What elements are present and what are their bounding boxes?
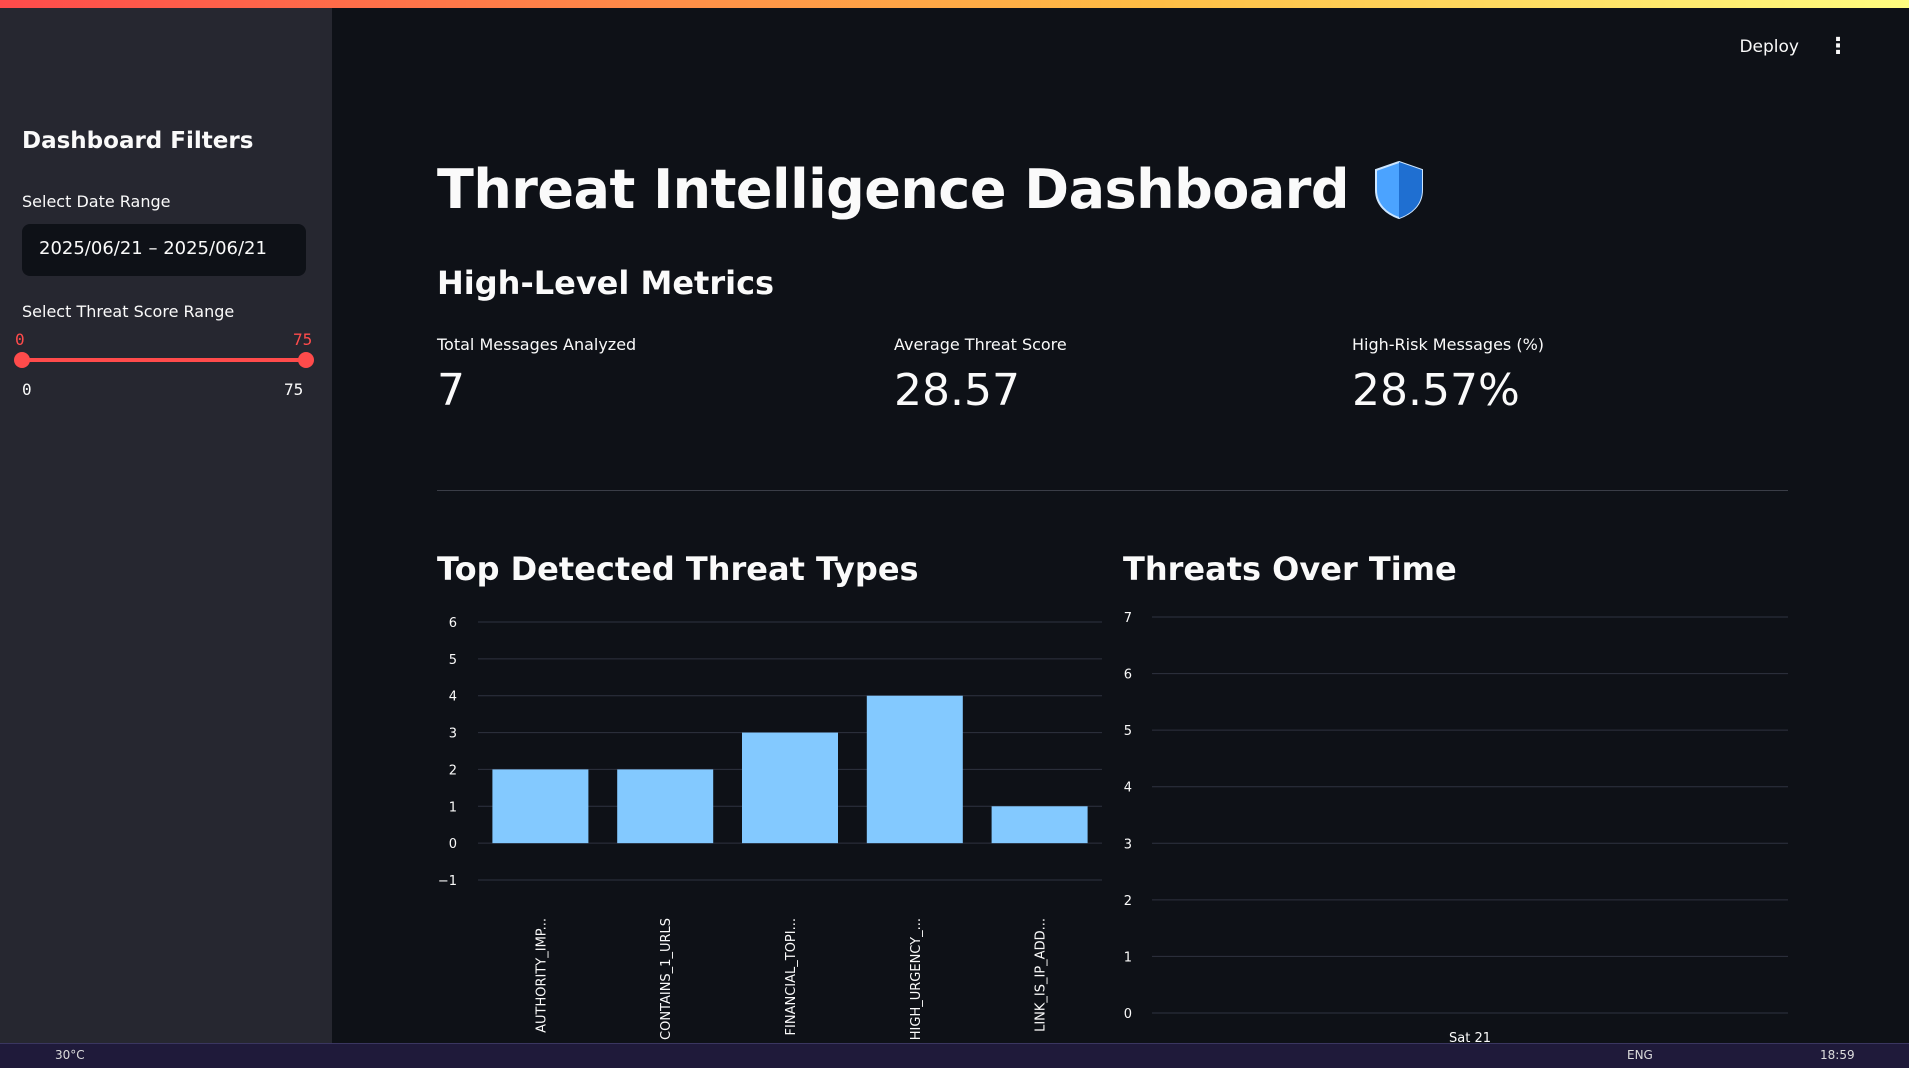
bar	[492, 769, 589, 844]
y-tick-label: 6	[1124, 668, 1132, 683]
sidebar-title: Dashboard Filters	[22, 128, 254, 154]
y-tick-label: 5	[449, 653, 457, 668]
y-tick-label: −1	[438, 874, 457, 889]
metric-value-average: 28.57	[894, 365, 1020, 416]
slider-min-label: 0	[22, 380, 32, 399]
score-range-label: Select Threat Score Range	[22, 302, 235, 321]
y-tick-label: 4	[1124, 781, 1132, 796]
y-tick-label: 3	[1124, 837, 1132, 852]
bar	[742, 732, 838, 844]
kebab-menu-icon[interactable]: ⋮	[1827, 34, 1849, 59]
taskbar-language[interactable]: ENG	[1627, 1048, 1653, 1062]
score-slider-low-handle[interactable]	[14, 352, 30, 368]
os-taskbar: 30°C ENG 18:59	[0, 1043, 1909, 1068]
y-tick-label: 5	[1124, 724, 1132, 739]
metric-value-total: 7	[437, 365, 465, 416]
taskbar-weather: 30°C	[55, 1048, 85, 1062]
metric-value-highrisk: 28.57%	[1352, 365, 1520, 416]
y-tick-label: 3	[449, 727, 457, 742]
x-tick-label: HIGH_URGENCY_...	[909, 918, 924, 1040]
y-tick-label: 6	[449, 616, 457, 631]
metric-label-total: Total Messages Analyzed	[437, 335, 637, 354]
y-tick-label: 0	[449, 837, 457, 852]
threat-types-bar-chart[interactable]: 6 5 4 3 2 1 0 −1 AUTHORITY_IMP... CONTAINS_1_URLS…	[437, 600, 1107, 1043]
bar	[617, 769, 714, 844]
x-tick-label: Sat 21	[1449, 1031, 1491, 1043]
page-title-row: Threat Intelligence Dashboard	[437, 158, 1425, 221]
metric-label-highrisk: High-Risk Messages (%)	[1352, 335, 1545, 354]
y-tick-label: 1	[449, 800, 457, 815]
date-range-input[interactable]: 2025/06/21 – 2025/06/21	[22, 224, 306, 276]
section-divider	[437, 490, 1788, 491]
date-range-label: Select Date Range	[22, 192, 171, 211]
metric-label-average: Average Threat Score	[894, 335, 1067, 354]
y-tick-label: 7	[1124, 611, 1132, 626]
x-tick-label: CONTAINS_1_URLS	[659, 918, 674, 1040]
y-tick-label: 0	[1124, 1007, 1132, 1022]
y-tick-label: 4	[449, 690, 457, 705]
x-tick-label: LINK_IS_IP_ADD...	[1034, 918, 1049, 1032]
slider-high-value: 75	[293, 330, 313, 349]
app-header: Deploy ⋮	[1739, 36, 1849, 58]
bar	[991, 806, 1088, 844]
top-decoration-line	[0, 0, 1909, 8]
y-tick-label: 2	[1124, 894, 1132, 909]
bar	[866, 695, 963, 844]
deploy-button[interactable]: Deploy	[1739, 37, 1799, 57]
slider-low-value: 0	[15, 330, 25, 349]
threats-over-time-chart[interactable]: 7 6 5 4 3 2 1 0 Sat 21	[1100, 600, 1800, 1043]
metrics-heading: High-Level Metrics	[437, 264, 775, 302]
taskbar-clock: 18:59	[1820, 1048, 1855, 1062]
chart1-heading: Top Detected Threat Types	[437, 550, 919, 588]
score-slider-high-handle[interactable]	[298, 352, 314, 368]
sidebar: Dashboard Filters Select Date Range 2025…	[0, 8, 332, 1043]
x-tick-label: FINANCIAL_TOPI...	[784, 918, 799, 1035]
score-slider-track[interactable]	[22, 358, 306, 362]
y-tick-label: 1	[1124, 950, 1132, 965]
slider-max-label: 75	[284, 380, 304, 399]
x-tick-label: AUTHORITY_IMP...	[534, 918, 549, 1033]
y-tick-label: 2	[449, 763, 457, 778]
page-title: Threat Intelligence Dashboard	[437, 158, 1350, 221]
shield-icon	[1375, 160, 1424, 219]
chart2-heading: Threats Over Time	[1123, 550, 1457, 588]
